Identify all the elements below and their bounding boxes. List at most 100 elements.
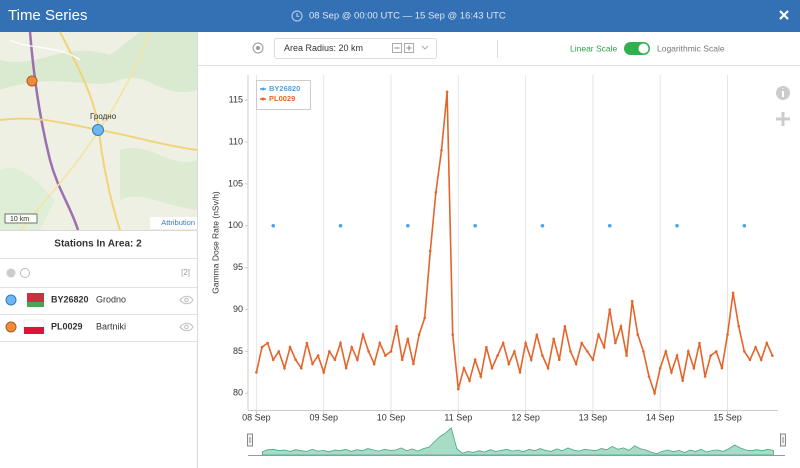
legend-swatch xyxy=(261,97,265,101)
deselect-all-toggle[interactable] xyxy=(20,268,30,278)
linear-scale-label[interactable]: Linear Scale xyxy=(570,43,618,53)
data-point xyxy=(771,354,774,357)
data-point xyxy=(277,350,281,353)
data-point xyxy=(540,223,545,228)
legend-swatch xyxy=(261,87,265,91)
data-point xyxy=(457,387,460,391)
map-city-label: Гродно xyxy=(90,112,117,121)
data-point xyxy=(557,358,561,362)
data-point xyxy=(434,190,438,194)
data-point xyxy=(299,366,303,370)
station-row[interactable]: BY26820 Grodno xyxy=(5,293,194,307)
data-point xyxy=(417,333,421,336)
y-tick-label: 105 xyxy=(228,178,243,188)
data-point xyxy=(658,366,662,370)
select-all-toggle[interactable] xyxy=(6,268,16,278)
data-point xyxy=(473,223,477,228)
data-point xyxy=(563,324,567,328)
map-attribution[interactable]: Attribution xyxy=(161,218,195,227)
data-point xyxy=(344,366,348,370)
visibility-icon[interactable] xyxy=(179,322,194,332)
data-point xyxy=(479,375,483,378)
navigator-handle[interactable] xyxy=(780,433,786,447)
data-point xyxy=(636,333,640,336)
station-name: Grodno xyxy=(96,294,126,304)
data-point xyxy=(625,354,628,357)
data-point xyxy=(608,308,612,311)
map-scale: 10 km xyxy=(10,216,29,223)
data-point xyxy=(384,354,387,357)
data-point xyxy=(552,337,555,341)
y-tick-label: 90 xyxy=(233,304,243,314)
data-point xyxy=(664,350,668,353)
flag xyxy=(24,293,44,302)
chart-add-button[interactable] xyxy=(776,112,790,126)
data-point xyxy=(389,350,393,353)
data-point xyxy=(305,341,309,345)
legend-label: PL0029 xyxy=(269,94,295,103)
flag xyxy=(23,319,45,328)
data-point xyxy=(743,350,746,353)
station-row[interactable]: PL0029 Bartniki xyxy=(5,319,194,334)
scale-toggle[interactable] xyxy=(624,42,650,55)
x-tick-label: 12 Sep xyxy=(511,412,540,422)
data-point xyxy=(586,350,589,353)
data-point xyxy=(501,341,505,345)
data-point xyxy=(406,223,410,228)
y-axis-label: Gamma Dose Rate (nSv/h) xyxy=(210,191,220,294)
header-bar xyxy=(0,0,800,32)
data-point xyxy=(513,350,516,353)
station-code: PL0029 xyxy=(51,321,83,331)
data-point xyxy=(473,358,477,362)
close-button[interactable] xyxy=(779,10,789,20)
x-tick-label: 11 Sep xyxy=(444,412,472,422)
chart-info-button[interactable] xyxy=(776,86,790,100)
data-point xyxy=(720,366,724,370)
data-point xyxy=(338,223,343,228)
visibility-icon[interactable] xyxy=(179,295,194,305)
x-tick-label: 08 Sep xyxy=(242,412,271,422)
y-tick-label: 110 xyxy=(229,136,243,146)
data-point xyxy=(311,362,314,366)
map[interactable]: Гродно 10 km Attribution xyxy=(0,31,198,231)
data-point xyxy=(737,324,741,328)
data-point xyxy=(462,366,466,370)
data-point xyxy=(709,354,712,357)
station-code: BY26820 xyxy=(51,294,89,304)
data-point xyxy=(288,345,292,349)
data-point xyxy=(361,333,365,336)
series-line xyxy=(255,91,774,397)
data-point xyxy=(703,375,707,378)
log-scale-label[interactable]: Logarithmic Scale xyxy=(657,43,725,53)
data-point xyxy=(356,358,359,362)
y-tick-label: 115 xyxy=(229,95,243,105)
station-count: [2] xyxy=(181,268,190,277)
data-point xyxy=(591,358,595,362)
legend-label: BY26820 xyxy=(269,84,300,93)
window-title: Time Series xyxy=(8,7,87,24)
data-point xyxy=(742,223,747,228)
data-point xyxy=(529,358,533,362)
area-radius-select[interactable]: Area Radius: 20 km xyxy=(274,38,437,59)
stations-title: Stations In Area: 2 xyxy=(54,239,142,250)
clock-icon xyxy=(291,10,303,22)
data-point xyxy=(569,350,572,353)
data-point xyxy=(496,354,499,357)
data-point xyxy=(754,345,757,349)
data-point xyxy=(451,333,455,336)
navigator-area xyxy=(261,427,774,456)
data-point xyxy=(367,350,370,353)
data-point xyxy=(731,291,735,295)
data-point xyxy=(686,350,690,353)
data-point xyxy=(468,379,471,382)
x-tick-label: 13 Sep xyxy=(579,412,608,422)
data-point xyxy=(518,371,522,374)
data-point xyxy=(372,362,376,366)
navigator-handle[interactable] xyxy=(247,433,253,447)
data-point xyxy=(328,350,331,353)
locate-button[interactable] xyxy=(252,42,264,54)
data-point xyxy=(255,371,258,374)
data-point xyxy=(681,379,684,382)
data-point xyxy=(574,362,578,366)
data-point xyxy=(339,341,342,345)
